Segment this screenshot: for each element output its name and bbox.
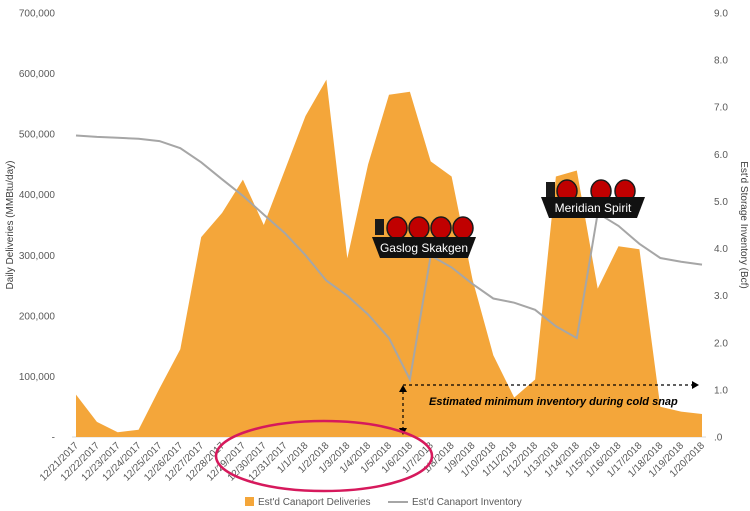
left-tick-label: 300,000 [19, 251, 56, 262]
right-tick-label: 4.0 [714, 244, 728, 255]
min-inventory-note: Estimated minimum inventory during cold … [429, 396, 678, 408]
left-tick-label: 400,000 [19, 190, 56, 201]
left-tick-label: 600,000 [19, 69, 56, 80]
right-tick-label: .0 [714, 433, 723, 444]
right-tick-label: 9.0 [714, 9, 728, 20]
ship-gaslog-label: Gaslog Skakgen [380, 241, 468, 255]
ship-meridian-icon [541, 179, 645, 218]
arrow-right-head [692, 381, 699, 389]
right-axis-ticks: .0 1.0 2.0 3.0 4.0 5.0 6.0 7.0 8.0 9.0 [714, 9, 728, 444]
right-tick-label: 2.0 [714, 338, 728, 349]
right-tick-label: 5.0 [714, 197, 728, 208]
left-axis-ticks: - 100,000 200,000 300,000 400,000 500,000 600,… [19, 9, 56, 444]
right-tick-label: 3.0 [714, 291, 728, 302]
legend-swatch-deliveries [245, 497, 254, 506]
legend-label-deliveries: Est'd Canaport Deliveries [258, 497, 371, 508]
right-tick-label: 1.0 [714, 385, 728, 396]
right-tick-label: 6.0 [714, 150, 728, 161]
legend-label-inventory: Est'd Canaport Inventory [412, 497, 522, 508]
left-tick-label: - [52, 433, 55, 444]
right-tick-label: 7.0 [714, 103, 728, 114]
min-inventory-arrows [402, 384, 692, 432]
left-tick-label: 200,000 [19, 311, 56, 322]
ship-meridian-label: Meridian Spirit [555, 201, 632, 215]
left-tick-label: 100,000 [19, 372, 56, 383]
deliveries-area [76, 79, 702, 437]
cold-snap-highlight [214, 419, 434, 493]
left-tick-label: 700,000 [19, 9, 56, 20]
ship-gaslog-icon [372, 216, 476, 258]
right-tick-label: 8.0 [714, 56, 728, 67]
arrow-up-head [399, 385, 407, 392]
right-axis-title: Est'd Storage Inventory (Bcf) [738, 161, 749, 289]
legend: Est'd Canaport Deliveries Est'd Canaport… [245, 497, 522, 508]
x-axis-ticks: 12/21/201712/22/201712/23/201712/24/2017… [38, 440, 707, 483]
left-axis-title: Daily Deliveries (MMBtu/day) [5, 161, 16, 290]
left-tick-label: 500,000 [19, 130, 56, 141]
